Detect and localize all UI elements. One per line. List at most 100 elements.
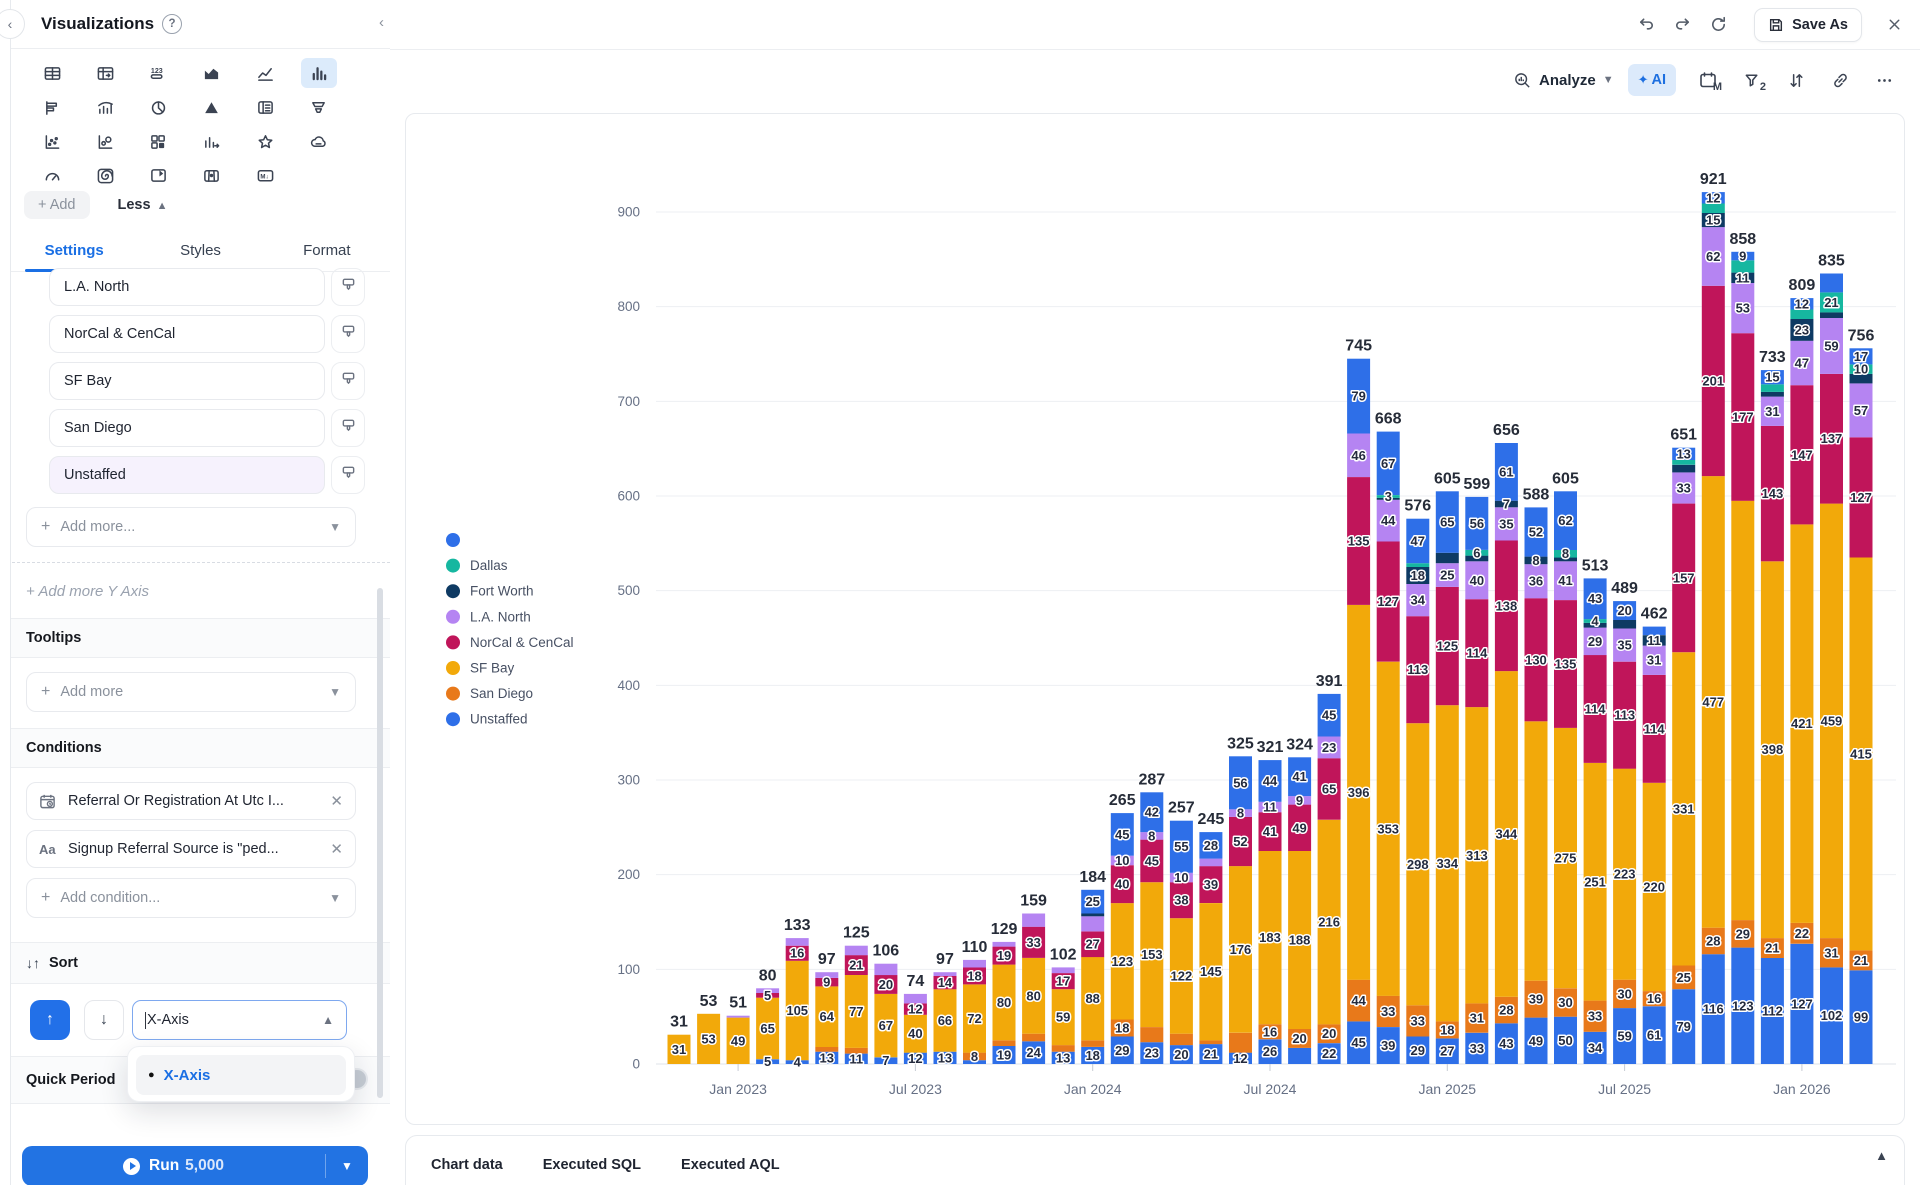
redo-icon[interactable] xyxy=(1664,9,1700,41)
format-icon xyxy=(341,371,356,391)
format-button[interactable] xyxy=(331,362,365,400)
tab-executed-sql[interactable]: Executed SQL xyxy=(542,1157,642,1173)
area-chart-icon[interactable] xyxy=(194,58,230,88)
stacked-bar-chart: 0100200300400500600700800900313153534951… xyxy=(446,171,1896,1097)
record-list-icon[interactable] xyxy=(247,92,283,122)
format-button[interactable] xyxy=(331,456,365,494)
svg-text:Jul 2024: Jul 2024 xyxy=(1244,1081,1297,1097)
collapse-results-icon[interactable]: ▲ xyxy=(1875,1148,1888,1163)
svg-text:576: 576 xyxy=(1404,498,1431,515)
svg-text:11: 11 xyxy=(1647,633,1661,648)
field-row: NorCal & CenCal xyxy=(49,315,365,353)
tab-executed-aql[interactable]: Executed AQL xyxy=(681,1157,780,1173)
svg-text:133: 133 xyxy=(784,917,811,934)
pivot-table-icon[interactable] xyxy=(87,58,123,88)
pie-chart-icon[interactable] xyxy=(141,92,177,122)
field-pill-unstaffed[interactable]: Unstaffed xyxy=(49,456,325,494)
sort-ascending-button[interactable]: ↑ xyxy=(30,1000,70,1040)
svg-text:858: 858 xyxy=(1729,231,1756,248)
help-icon[interactable]: ? xyxy=(162,14,183,34)
ellipsis-icon xyxy=(1877,78,1891,82)
tab-styles[interactable]: Styles xyxy=(180,242,221,259)
less-toggle[interactable]: Less ▲ xyxy=(117,197,168,213)
svg-text:45: 45 xyxy=(1322,708,1336,723)
trend-chart-icon[interactable] xyxy=(87,92,123,122)
condition-pill-date[interactable]: Referral Or Registration At Utc I... ✕ xyxy=(26,782,356,820)
svg-text:39: 39 xyxy=(1204,877,1218,892)
svg-text:44: 44 xyxy=(1381,513,1396,528)
table-icon[interactable] xyxy=(34,58,70,88)
field-pill-san-diego[interactable]: San Diego xyxy=(49,409,325,447)
svg-text:21: 21 xyxy=(849,958,863,973)
sort-field-select[interactable]: X-Axis ▲ xyxy=(132,1000,347,1040)
svg-text:27: 27 xyxy=(1085,937,1099,952)
filters-button[interactable]: 2 xyxy=(1730,64,1774,96)
map-pin-icon[interactable] xyxy=(194,160,230,190)
run-button[interactable]: Run 5,000 ▼ xyxy=(22,1146,368,1185)
close-icon[interactable]: ✕ xyxy=(330,793,343,810)
ai-button[interactable]: ✦ AI xyxy=(1627,64,1676,96)
close-icon[interactable] xyxy=(1876,9,1912,41)
format-button[interactable] xyxy=(331,409,365,447)
popup-item-x-axis[interactable]: ● X-Axis xyxy=(136,1055,346,1095)
svg-text:35: 35 xyxy=(1617,638,1631,653)
flag-card-icon[interactable] xyxy=(141,160,177,190)
svg-text:245: 245 xyxy=(1198,811,1225,828)
add-more-fields-dropdown[interactable]: + Add more... ▼ xyxy=(26,507,356,547)
undo-icon[interactable] xyxy=(1628,9,1664,41)
add-more-y-axis-link[interactable]: + Add more Y Axis xyxy=(26,583,149,600)
svg-text:12: 12 xyxy=(908,1002,922,1017)
svg-text:900: 900 xyxy=(617,205,640,220)
collapse-panel-icon[interactable]: ‹ xyxy=(379,14,384,31)
analyze-menu[interactable]: Analyze ▼ xyxy=(1513,71,1614,90)
tab-settings[interactable]: Settings xyxy=(11,238,137,272)
tab-chart-data[interactable]: Chart data xyxy=(431,1157,503,1173)
svg-text:30: 30 xyxy=(1617,986,1631,1001)
gauge-icon[interactable] xyxy=(34,160,70,190)
sidebar-scrollbar[interactable] xyxy=(377,588,383,1098)
condition-pill-text[interactable]: Aa Signup Referral Source is "ped... ✕ xyxy=(26,830,356,868)
svg-text:39: 39 xyxy=(1381,1038,1395,1053)
pivot-blocks-icon[interactable] xyxy=(141,126,177,156)
svg-text:13: 13 xyxy=(1676,446,1690,461)
cloud-icon[interactable] xyxy=(301,126,337,156)
markdown-icon[interactable]: M↓ xyxy=(247,160,283,190)
spiral-icon[interactable] xyxy=(87,160,123,190)
save-as-button[interactable]: Save As xyxy=(1754,7,1862,42)
bubble-icon[interactable] xyxy=(87,126,123,156)
svg-text:36: 36 xyxy=(1529,574,1543,589)
pareto-icon[interactable] xyxy=(194,126,230,156)
star-icon[interactable] xyxy=(247,126,283,156)
scatter-icon[interactable] xyxy=(34,126,70,156)
field-pill-sf-bay[interactable]: SF Bay xyxy=(49,362,325,400)
svg-text:29: 29 xyxy=(1736,926,1750,941)
date-granularity-button[interactable]: M xyxy=(1686,64,1730,96)
sort-button[interactable] xyxy=(1774,64,1818,96)
svg-text:67: 67 xyxy=(879,1018,893,1033)
close-icon[interactable]: ✕ xyxy=(330,841,343,858)
add-condition-dropdown[interactable]: + Add condition... ▼ xyxy=(26,878,356,918)
pyramid-icon[interactable] xyxy=(194,92,230,122)
tooltips-add-more-dropdown[interactable]: + Add more ▼ xyxy=(26,672,356,712)
refresh-icon[interactable] xyxy=(1700,9,1736,41)
back-button[interactable]: ‹ xyxy=(0,9,25,39)
svg-text:513: 513 xyxy=(1582,557,1609,574)
bar-horizontal-icon[interactable] xyxy=(34,92,70,122)
svg-text:80: 80 xyxy=(1026,988,1040,1003)
more-options-button[interactable] xyxy=(1862,64,1906,96)
tab-format[interactable]: Format xyxy=(303,242,351,259)
link-button[interactable] xyxy=(1818,64,1862,96)
field-pill-norcal[interactable]: NorCal & CenCal xyxy=(49,315,325,353)
funnel-stack-icon[interactable] xyxy=(301,92,337,122)
svg-text:Jul 2025: Jul 2025 xyxy=(1598,1081,1651,1097)
svg-text:300: 300 xyxy=(617,773,640,788)
field-pill-la-north[interactable]: L.A. North xyxy=(49,268,325,306)
format-button[interactable] xyxy=(331,315,365,353)
bar-chart-icon[interactable] xyxy=(300,58,337,88)
line-chart-icon[interactable] xyxy=(247,58,283,88)
add-visualization-button[interactable]: + Add xyxy=(24,191,90,219)
run-options-button[interactable]: ▼ xyxy=(326,1159,368,1173)
sort-descending-button[interactable]: ↓ xyxy=(84,1000,124,1040)
number-icon[interactable]: 123 xyxy=(141,58,177,88)
format-button[interactable] xyxy=(331,268,365,306)
